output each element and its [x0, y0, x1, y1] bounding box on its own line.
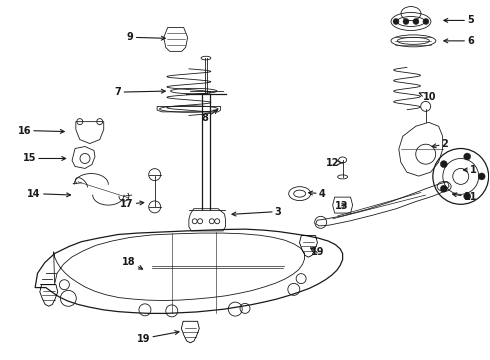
- Text: 11: 11: [453, 192, 477, 202]
- Text: 16: 16: [18, 126, 64, 135]
- Text: 17: 17: [120, 199, 144, 210]
- Circle shape: [393, 18, 399, 24]
- Text: 9: 9: [127, 32, 165, 42]
- Circle shape: [464, 193, 471, 200]
- Circle shape: [403, 18, 409, 24]
- Text: 2: 2: [432, 139, 448, 149]
- Circle shape: [423, 18, 429, 24]
- Text: 3: 3: [232, 207, 282, 217]
- Text: 5: 5: [444, 15, 474, 26]
- Text: 19: 19: [311, 247, 324, 257]
- Circle shape: [478, 173, 485, 180]
- Text: 10: 10: [419, 92, 436, 102]
- Text: 8: 8: [201, 110, 218, 123]
- Text: 7: 7: [115, 87, 165, 97]
- Circle shape: [441, 161, 447, 168]
- Text: 15: 15: [23, 153, 66, 163]
- Text: 1: 1: [464, 165, 477, 175]
- Text: 6: 6: [444, 36, 474, 46]
- Text: 13: 13: [335, 201, 348, 211]
- Circle shape: [441, 185, 447, 192]
- Text: 14: 14: [27, 189, 71, 199]
- Text: 19: 19: [137, 330, 179, 343]
- Circle shape: [464, 153, 471, 160]
- Circle shape: [413, 18, 419, 24]
- Text: 18: 18: [122, 257, 143, 269]
- Text: 4: 4: [309, 189, 325, 199]
- Text: 12: 12: [326, 158, 343, 168]
